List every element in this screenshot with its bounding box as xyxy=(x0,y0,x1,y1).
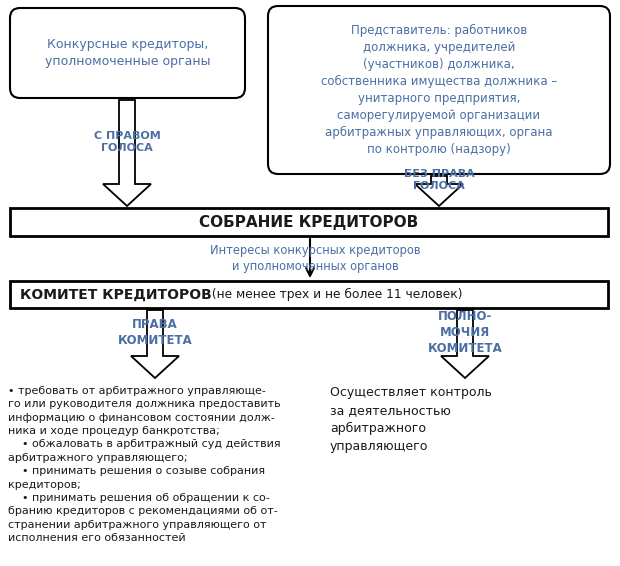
Text: Осуществляет контроль
за деятельностью
арбитражного
управляющего: Осуществляет контроль за деятельностью а… xyxy=(330,386,492,453)
Polygon shape xyxy=(415,176,463,206)
Text: Конкурсные кредиторы,
уполномоченные органы: Конкурсные кредиторы, уполномоченные орг… xyxy=(45,38,210,68)
Text: КОМИТЕТ КРЕДИТОРОВ: КОМИТЕТ КРЕДИТОРОВ xyxy=(20,288,212,302)
Polygon shape xyxy=(441,310,489,378)
Text: Представитель: работников
должника, учредителей
(участников) должника,
собственн: Представитель: работников должника, учре… xyxy=(321,24,557,156)
FancyBboxPatch shape xyxy=(10,8,245,98)
Polygon shape xyxy=(131,310,179,378)
Text: ПОЛНО-
МОЧИЯ
КОМИТЕТА: ПОЛНО- МОЧИЯ КОМИТЕТА xyxy=(428,311,502,355)
Bar xyxy=(10,281,608,308)
Text: БЕЗ ПРАВА
ГОЛОСА: БЕЗ ПРАВА ГОЛОСА xyxy=(404,169,474,191)
Text: С ПРАВОМ
ГОЛОСА: С ПРАВОМ ГОЛОСА xyxy=(94,131,161,153)
FancyBboxPatch shape xyxy=(268,6,610,174)
Text: • требовать от арбитражного управляюще-
го или руководителя должника предоставит: • требовать от арбитражного управляюще- … xyxy=(8,386,281,543)
Polygon shape xyxy=(103,100,151,206)
Text: ПРАВА
КОМИТЕТА: ПРАВА КОМИТЕТА xyxy=(118,319,192,348)
Text: СОБРАНИЕ КРЕДИТОРОВ: СОБРАНИЕ КРЕДИТОРОВ xyxy=(200,215,418,229)
Bar xyxy=(10,208,608,236)
Text: Интересы конкурсных кредиторов
и уполномоченных органов: Интересы конкурсных кредиторов и уполном… xyxy=(210,244,420,273)
Text: (не менее трех и не более 11 человек): (не менее трех и не более 11 человек) xyxy=(208,288,463,301)
